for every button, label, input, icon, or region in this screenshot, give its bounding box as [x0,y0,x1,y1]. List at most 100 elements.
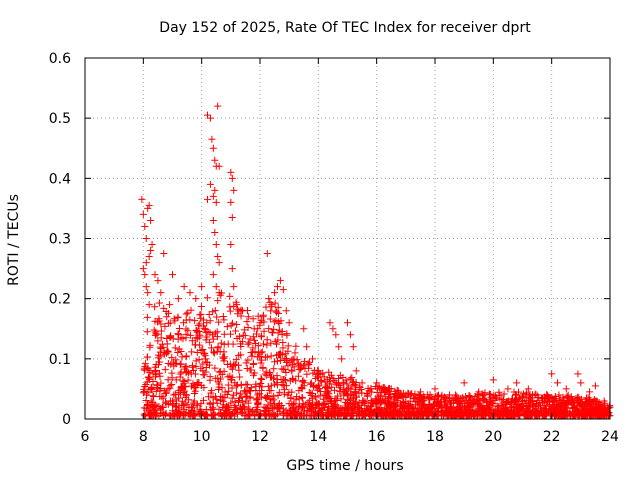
data-point [264,401,272,409]
data-point [325,406,333,414]
data-point [467,411,475,419]
data-point [284,342,292,350]
data-point [184,376,192,384]
data-point [303,343,311,351]
data-point [169,399,177,407]
data-point [265,387,273,395]
data-point [593,397,601,405]
data-point [202,364,210,372]
data-point [209,335,217,343]
data-point [177,385,185,393]
data-point [237,381,245,389]
data-point [333,404,341,412]
data-point [465,391,473,399]
data-point [244,323,252,331]
data-point [246,393,254,401]
data-point [485,402,493,410]
data-point [274,283,281,291]
data-point [540,399,548,407]
data-point [182,310,190,318]
data-point [192,334,200,342]
data-point [355,389,363,397]
data-point [143,313,151,321]
data-point [181,365,189,373]
data-point [160,387,168,395]
data-point [271,299,279,307]
data-point [499,412,507,420]
data-point [175,324,183,332]
data-point [260,340,267,348]
data-point [196,320,204,328]
data-point [584,407,592,415]
data-point [256,319,264,327]
data-point [253,396,261,404]
data-point [175,345,183,353]
data-point [144,353,152,361]
data-point [350,394,358,402]
data-point [189,399,197,407]
chart-title: Day 152 of 2025, Rate Of TEC Index for r… [159,20,531,36]
data-point [600,397,608,405]
data-point [182,352,190,360]
data-point [431,385,439,393]
data-point [151,328,159,336]
data-point [226,292,234,300]
data-point [288,366,296,374]
data-point [538,394,546,402]
data-point [578,395,586,403]
data-point [249,371,257,379]
data-point [299,411,307,419]
data-point [279,286,287,294]
data-point [251,348,259,356]
data-point [206,373,214,381]
data-point [243,381,251,389]
data-point [254,312,262,320]
data-point [475,405,483,413]
data-point [357,386,365,394]
data-point [141,271,149,279]
data-point [228,384,236,392]
data-point [145,201,153,209]
data-point [531,412,539,420]
data-point [204,111,211,119]
data-point [344,403,352,411]
data-point [200,350,208,358]
data-point [526,409,534,417]
data-point [266,315,274,323]
data-point [605,409,613,417]
x-tick-label: 6 [81,429,90,445]
data-point [144,204,152,212]
data-point [397,402,405,410]
data-point [389,412,397,420]
data-point [253,353,261,361]
data-point [349,343,357,351]
data-point [271,411,279,419]
data-point [351,400,359,408]
data-point [202,336,210,344]
data-point [219,353,227,361]
data-point [172,359,180,367]
data-point [472,397,480,405]
x-tick-label: 16 [368,429,386,445]
data-point [270,325,278,333]
x-tick-label: 22 [543,429,561,445]
data-point [300,357,308,365]
data-point [227,198,235,206]
data-point [554,379,561,387]
data-point [228,265,236,273]
data-point [243,364,251,372]
data-point [348,390,356,398]
data-point [587,402,595,410]
data-point [153,381,161,389]
data-point [143,364,151,372]
data-point [215,162,223,170]
data-point [577,379,585,387]
data-point [467,395,475,403]
data-point [298,383,306,391]
data-point [138,195,146,203]
x-tick-label: 20 [484,429,502,445]
data-point [481,389,489,397]
data-point [541,412,549,420]
data-point [329,325,337,333]
data-point [199,360,207,368]
